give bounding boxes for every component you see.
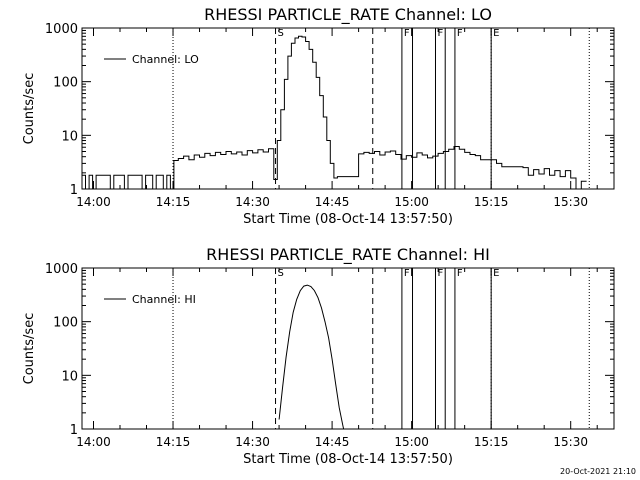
marker-label: F [404, 28, 410, 39]
chart-panel-1: RHESSI PARTICLE_RATE Channel: LO 14:00 14:… [22, 5, 615, 227]
y-axis-label: Counts/sec [22, 73, 37, 145]
y-tick-label: 1 [70, 183, 78, 198]
x-tick-label: 15:00 [394, 435, 429, 449]
chart-title: RHESSI PARTICLE_RATE Channel: HI [206, 245, 490, 265]
x-tick-label: 14:45 [315, 435, 350, 449]
footer-timestamp: 20-Oct-2021 21:10 [560, 467, 636, 476]
chart-panel-2: RHESSI PARTICLE_RATE Channel: HI 14:00 14:… [22, 245, 615, 467]
marker-label: S [278, 28, 284, 39]
x-tick-label: 15:00 [394, 195, 429, 209]
marker-label: S [278, 268, 284, 279]
x-tick-label: 14:30 [235, 195, 270, 209]
series-line-1 [82, 35, 587, 189]
chart-title: RHESSI PARTICLE_RATE Channel: LO [204, 5, 492, 25]
plot-frame [81, 27, 615, 190]
x-tick-label: 14:30 [235, 435, 270, 449]
y-axis-label: Counts/sec [22, 313, 37, 385]
marker-label: F [437, 268, 443, 279]
marker-label: E [493, 28, 499, 39]
marker-label: F [457, 268, 463, 279]
y-tick-label: 1000 [45, 22, 78, 37]
x-tick-label: 15:30 [553, 195, 588, 209]
x-tick-label: 14:15 [156, 435, 191, 449]
x-tick-label: 15:30 [553, 435, 588, 449]
x-axis-label: Start Time (08-Oct-14 13:57:50) [243, 212, 453, 227]
marker-label: F [404, 268, 410, 279]
x-axis-label: Start Time (08-Oct-14 13:57:50) [243, 452, 453, 467]
y-tick-label: 1000 [45, 262, 78, 277]
x-tick-label: 14:45 [315, 195, 350, 209]
marker-label: F [437, 28, 443, 39]
series-line-1 [278, 284, 345, 429]
x-tick-label: 14:00 [76, 195, 111, 209]
x-tick-label: 15:15 [474, 435, 509, 449]
y-tick-label: 10 [61, 129, 78, 144]
x-tick-label: 14:15 [156, 195, 191, 209]
x-tick-label: 14:00 [76, 435, 111, 449]
x-tick-label: 15:15 [474, 195, 509, 209]
y-tick-label: 100 [53, 76, 78, 91]
y-tick-label: 10 [61, 369, 78, 384]
marker-label: F [457, 28, 463, 39]
marker-label: E [493, 268, 499, 279]
y-tick-label: 1 [70, 423, 78, 438]
legend-entry: Channel: LO [132, 53, 199, 66]
plot-frame [81, 267, 615, 430]
legend-entry: Channel: HI [132, 293, 196, 306]
y-tick-label: 100 [53, 316, 78, 331]
